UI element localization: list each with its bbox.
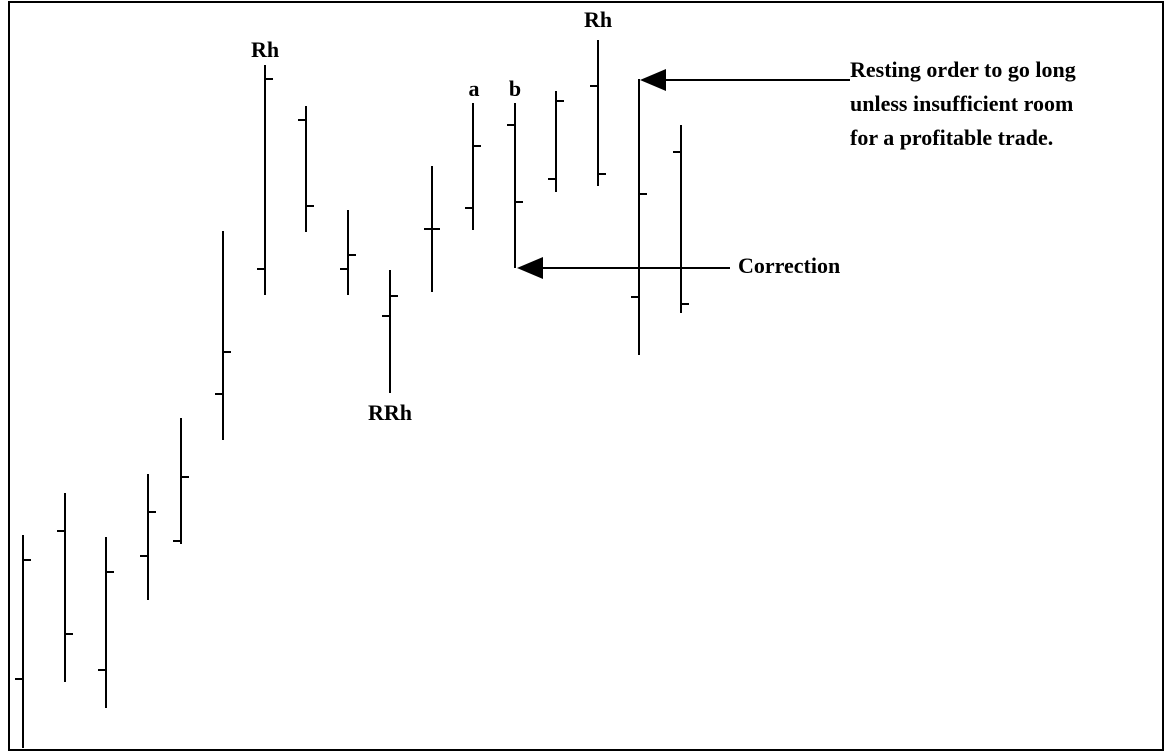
order-text-line: unless insufficient room xyxy=(850,91,1073,116)
order-text-line: for a profitable trade. xyxy=(850,125,1053,150)
order-arrow-head xyxy=(640,69,666,91)
label-rh: Rh xyxy=(251,37,279,62)
label-a: a xyxy=(469,76,480,101)
label-rh: Rh xyxy=(584,7,612,32)
price-bars xyxy=(15,40,689,748)
label-rrh: RRh xyxy=(368,400,412,425)
correction-arrow-head xyxy=(517,257,543,279)
order-text-line: Resting order to go long xyxy=(850,57,1076,82)
frame xyxy=(8,1,1164,751)
label-b: b xyxy=(509,76,521,101)
label-correction: Correction xyxy=(738,253,840,278)
